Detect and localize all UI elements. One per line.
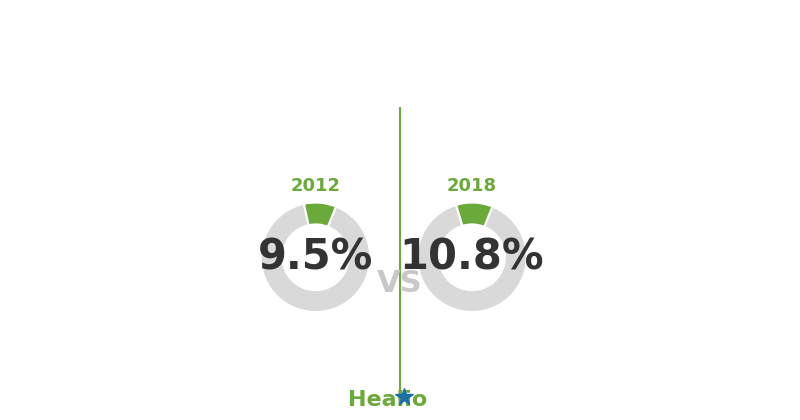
Wedge shape — [418, 205, 526, 312]
Wedge shape — [261, 204, 370, 312]
Text: Healio: Healio — [348, 390, 427, 410]
Text: VS: VS — [377, 269, 423, 298]
Text: Percentage of invasive mechanical ventilation: Percentage of invasive mechanical ventil… — [155, 30, 645, 49]
Text: 10.8%: 10.8% — [400, 236, 544, 278]
Wedge shape — [304, 202, 336, 227]
Text: 2018: 2018 — [447, 177, 497, 195]
Wedge shape — [456, 202, 493, 227]
Text: 9.5%: 9.5% — [258, 236, 374, 278]
Text: hospitalizations receiving bronchoscopy in U.S. increased from:: hospitalizations receiving bronchoscopy … — [62, 71, 738, 90]
Text: 2012: 2012 — [290, 177, 341, 195]
